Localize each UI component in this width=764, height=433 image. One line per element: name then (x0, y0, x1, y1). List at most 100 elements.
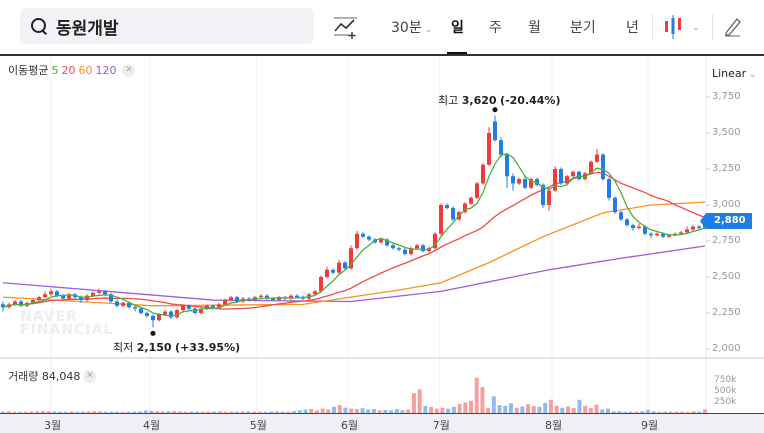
volume-bar (217, 411, 222, 413)
volume-bar (166, 411, 171, 413)
candle-body (343, 262, 347, 269)
candle-body (535, 179, 539, 185)
volume-bar (377, 410, 382, 413)
chevron-down-icon: ⌄ (421, 25, 433, 35)
candle-body (19, 301, 23, 306)
close-ma-icon[interactable]: ✕ (122, 63, 136, 77)
candle-body (295, 295, 299, 298)
volume-bar (80, 411, 85, 413)
volume-bar (103, 411, 108, 413)
tab-quarter[interactable]: 분기 (570, 20, 596, 36)
volume-bar (252, 411, 257, 413)
low-label: 최저 (113, 341, 134, 354)
volume-bar (332, 406, 337, 413)
high-marker (492, 107, 498, 113)
candle-body (697, 226, 701, 229)
close-volume-icon[interactable]: ✕ (83, 369, 97, 383)
volume-bar (40, 411, 45, 413)
candle-body (31, 300, 35, 303)
scale-mode-dropdown[interactable]: Linear ⌄ (712, 67, 757, 80)
volume-bar (526, 404, 531, 413)
volume-bar (634, 411, 639, 413)
volume-bar (263, 411, 268, 413)
compare-chart-icon[interactable] (333, 16, 359, 40)
volume-bar (354, 409, 359, 413)
volume-bar (240, 411, 245, 413)
volume-bar (149, 410, 154, 413)
candle-body (79, 297, 83, 301)
volume-bar (605, 408, 610, 413)
volume-bar (343, 407, 348, 413)
volume-bar (235, 411, 239, 413)
volume-tick: 500k (714, 386, 737, 396)
candle-body (655, 233, 659, 236)
x-tick-label: 8월 (545, 419, 563, 432)
low-value: 2,150 (136, 341, 172, 354)
interval-dropdown[interactable]: 30분 ⌄ (391, 17, 432, 37)
candle-body (289, 295, 293, 299)
candle-body (529, 179, 533, 188)
tab-week[interactable]: 주 (489, 20, 502, 36)
candle-body (67, 294, 71, 299)
volume-bar (177, 411, 182, 413)
candle-body (613, 197, 617, 213)
volume-bar (440, 407, 445, 413)
candle-body (631, 225, 635, 229)
candle-body (55, 291, 59, 296)
volume-bar (446, 408, 451, 413)
tab-day[interactable]: 일 (451, 20, 464, 36)
volume-bar (623, 411, 628, 413)
candle-body (421, 245, 425, 252)
tab-month[interactable]: 월 (528, 20, 541, 36)
candle-body (277, 297, 281, 301)
search-box[interactable]: 동원개발 (20, 8, 314, 44)
volume-bar (155, 411, 160, 413)
volume-bar (583, 405, 588, 413)
candle-body (121, 302, 125, 306)
volume-bar (457, 403, 462, 413)
candle-body (547, 190, 551, 205)
candle-body (145, 313, 149, 316)
ma60-line (2, 201, 706, 307)
volume-bar (645, 409, 650, 413)
candle-body (223, 300, 227, 305)
volume-bar (508, 403, 513, 413)
volume-bar (503, 405, 508, 413)
volume-bar (280, 411, 285, 413)
pencil-icon[interactable] (723, 16, 743, 38)
tab-year[interactable]: 년 (626, 20, 639, 36)
volume-bar (75, 411, 80, 413)
volume-bar (229, 411, 234, 413)
high-value: 3,620 (461, 94, 497, 107)
y-tick-label: 3,750 (712, 91, 741, 102)
volume-bar (320, 408, 325, 413)
volume-bar (394, 409, 399, 413)
ma5-label: 5 (51, 63, 59, 77)
candle-body (475, 183, 479, 198)
volume-bar (206, 411, 211, 413)
active-tab-indicator (447, 52, 467, 55)
y-tick-label: 2,750 (712, 235, 741, 246)
volume-bar (651, 411, 656, 413)
volume-bar (132, 411, 137, 413)
volume-bar (18, 411, 23, 413)
volume-bar (497, 405, 502, 413)
volume-bar (429, 406, 434, 413)
volume-bar (657, 411, 662, 413)
volume-bar (520, 406, 525, 413)
candle-body (235, 297, 239, 302)
candle-body (565, 176, 569, 184)
candle-body (1, 304, 5, 308)
candle-body (163, 311, 167, 315)
candle-body (199, 308, 203, 313)
volume-value: 84,048 (41, 369, 81, 383)
volume-bar (115, 411, 120, 413)
candle-type-icon[interactable]: ⌄ (664, 14, 704, 40)
candle-body (385, 239, 389, 246)
volume-bar (417, 389, 422, 413)
y-tick-label: 3,500 (712, 127, 741, 138)
candle-body (337, 262, 341, 273)
candle-body (43, 294, 47, 298)
volume-bar (600, 409, 605, 413)
